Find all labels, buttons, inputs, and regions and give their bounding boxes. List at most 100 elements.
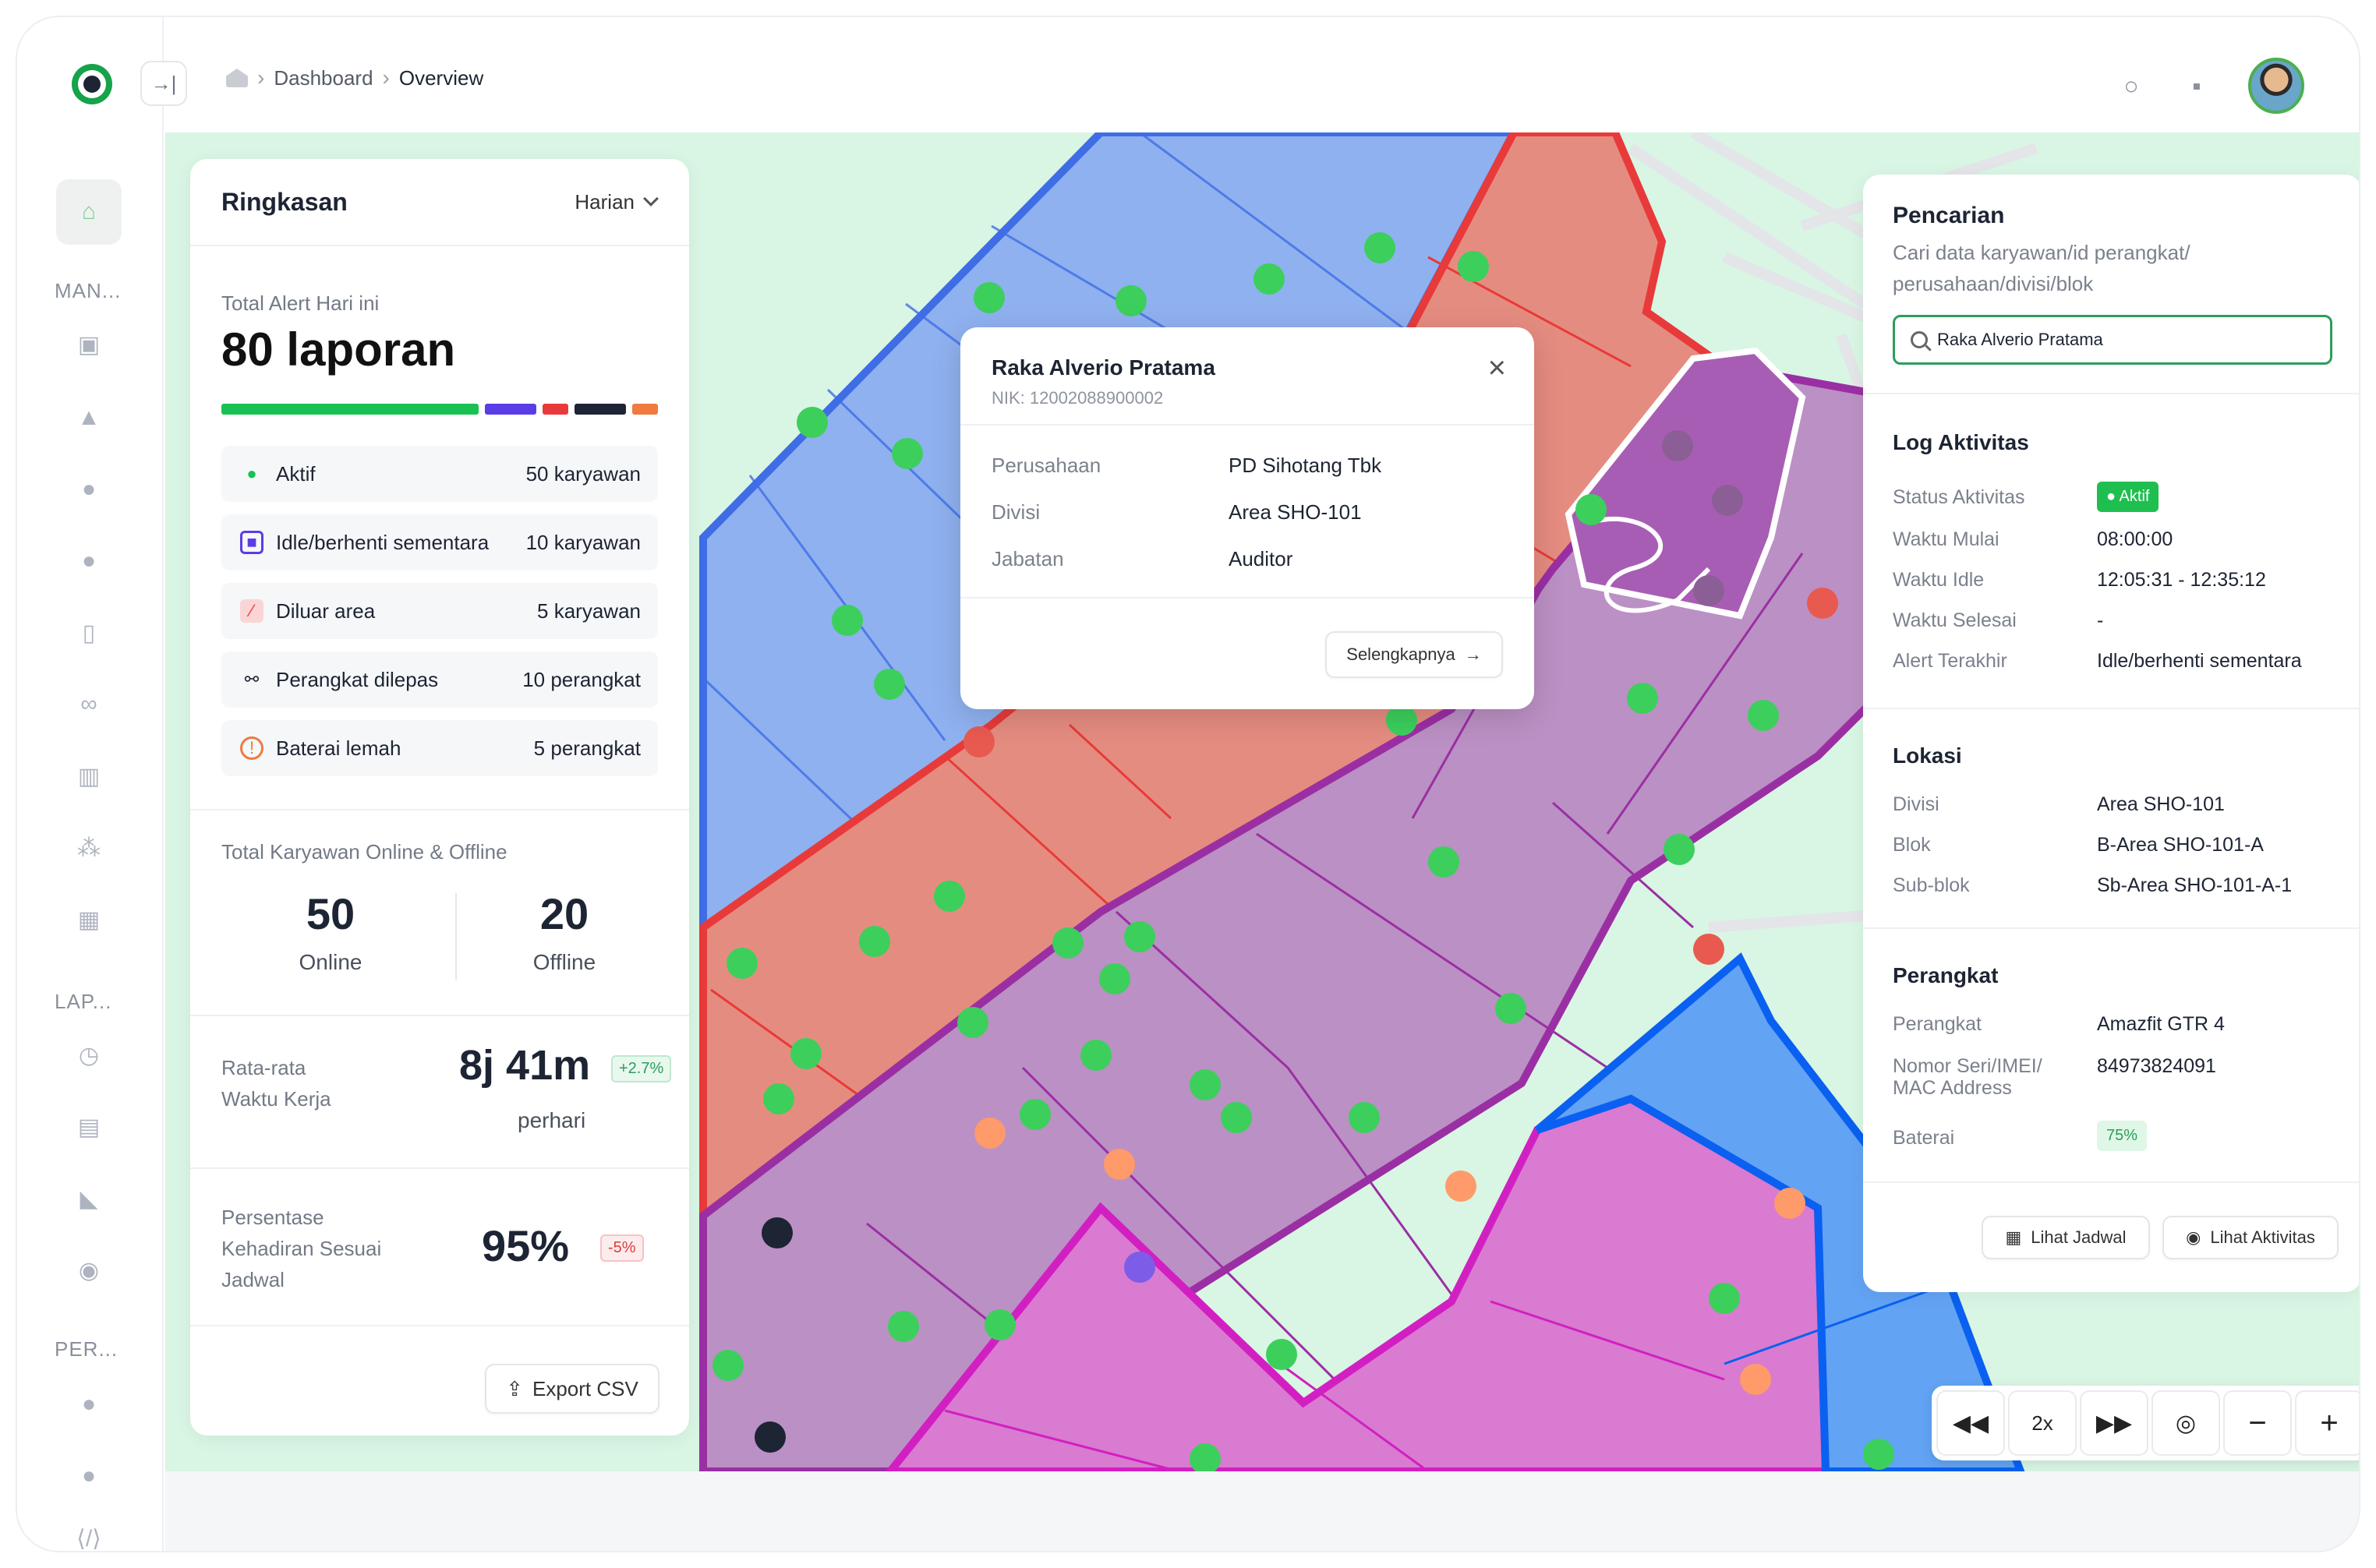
user-settings-icon[interactable]: ●: [81, 1391, 97, 1417]
employee-name: Raka Alverio Pratama: [992, 355, 1215, 380]
unlink-icon: ⚯: [244, 669, 260, 689]
kv-value: Area SHO-101: [2097, 793, 2225, 815]
collapse-sidebar-button[interactable]: →|: [140, 61, 187, 106]
see-more-button[interactable]: Selengkapnya →: [1325, 631, 1503, 678]
stat-active[interactable]: ● Aktif 50 karyawan: [221, 446, 658, 502]
view-activity-label: Lihat Aktivitas: [2210, 1227, 2315, 1247]
user-icon[interactable]: ●: [81, 1463, 97, 1489]
stat-value: 50 karyawan: [525, 461, 641, 486]
battery-low-icon: !: [240, 736, 263, 760]
home-icon[interactable]: ⌂: [56, 179, 122, 245]
kv-value: Amazfit GTR 4: [2097, 1013, 2225, 1035]
zoom-out-icon[interactable]: −: [2223, 1390, 2292, 1456]
work-unit: perhari: [518, 1108, 586, 1132]
summary-header: Ringkasan Harian: [190, 159, 689, 246]
bell-icon[interactable]: ▲: [77, 404, 101, 430]
clock-icon[interactable]: ◷: [78, 1042, 100, 1068]
attendance-value: 95%: [482, 1221, 570, 1270]
home-breadcrumb-icon[interactable]: [226, 69, 248, 87]
notification-icon[interactable]: ▪: [2192, 71, 2201, 100]
stat-out-of-area[interactable]: ⁄ Diluar area 5 karyawan: [221, 583, 658, 639]
network-icon[interactable]: ⁂: [77, 835, 101, 861]
row-value: PD Sihotang Tbk: [1229, 454, 1382, 477]
kv-key: Baterai: [1893, 1127, 1955, 1149]
stat-label: Baterai lemah: [276, 736, 401, 760]
export-csv-button[interactable]: ⇪ Export CSV: [485, 1364, 659, 1414]
user-avatar[interactable]: [2248, 58, 2304, 114]
search-desc-line: perusahaan/divisi/blok: [1893, 272, 2094, 295]
search-panel: Pencarian Cari data karyawan/id perangka…: [1863, 175, 2359, 1292]
user-active-icon: ●: [246, 464, 257, 483]
attendance-label: Persentase Kehadiran Sesuai Jadwal: [221, 1202, 381, 1295]
calendar-icon[interactable]: ▦: [77, 906, 101, 933]
work-time-label-line: Rata-rata: [221, 1056, 306, 1079]
kv-key: Perangkat: [1893, 1013, 1982, 1035]
divider: [1863, 1181, 2359, 1183]
row-value: Auditor: [1229, 547, 1293, 570]
alert-bar-segment: [575, 404, 626, 415]
divider: [1863, 393, 2359, 394]
divider: [190, 809, 689, 810]
employee-markers[interactable]: [712, 232, 1894, 1471]
online-count: 50: [306, 889, 355, 938]
kv-key: Waktu Idle: [1893, 569, 1985, 591]
alert-value: 80 laporan: [221, 323, 456, 376]
alert-bar-segment: [221, 404, 479, 415]
period-select[interactable]: Harian: [575, 190, 659, 214]
locate-icon[interactable]: ◎: [2151, 1390, 2220, 1456]
online-text: Online: [299, 950, 362, 974]
watch-icon[interactable]: ▯: [82, 620, 96, 646]
location-icon[interactable]: ◉: [78, 1257, 100, 1284]
search-input[interactable]: Raka Alverio Pratama: [1893, 315, 2332, 365]
stat-device-removed[interactable]: ⚯ Perangkat dilepas 10 perangkat: [221, 652, 658, 708]
popup-row-company: Perusahaan PD Sihotang Tbk: [992, 454, 1381, 478]
loc-block: Blok B-Area SHO-101-A: [1893, 834, 2345, 856]
dev-serial: Nomor Seri/IMEI/MAC Address 84973824091: [1893, 1055, 2345, 1099]
kv-key: MAC Address: [1893, 1077, 2012, 1099]
kv-value: Idle/berhenti sementara: [2097, 650, 2302, 672]
user-check-icon[interactable]: ●: [81, 476, 97, 502]
rewind-icon[interactable]: ◀◀: [1936, 1390, 2005, 1456]
code-icon[interactable]: ⟨/⟩: [76, 1525, 101, 1552]
offline-text: Offline: [532, 950, 596, 974]
activity-icon: ◉: [2186, 1227, 2201, 1247]
stat-low-battery[interactable]: ! Baterai lemah 5 perangkat: [221, 720, 658, 776]
speed-button[interactable]: 2x: [2008, 1390, 2077, 1456]
file-icon[interactable]: ▤: [77, 1114, 101, 1140]
stat-value: 10 karyawan: [525, 530, 641, 554]
briefcase-icon[interactable]: ▣: [77, 331, 101, 358]
close-icon[interactable]: ×: [1487, 351, 1506, 385]
work-time-label-line: Waktu Kerja: [221, 1087, 331, 1111]
offline-block: 20 Offline: [455, 888, 674, 975]
view-schedule-button[interactable]: ▦ Lihat Jadwal: [1982, 1216, 2150, 1259]
log-idle: Waktu Idle 12:05:31 - 12:35:12: [1893, 569, 2345, 592]
divider: [1863, 708, 2359, 709]
search-title: Pencarian: [1893, 203, 2005, 228]
link-icon[interactable]: ∞: [80, 691, 97, 717]
chart-icon[interactable]: ◣: [80, 1185, 98, 1212]
fast-forward-icon[interactable]: ▶▶: [2080, 1390, 2148, 1456]
stat-idle[interactable]: ■ Idle/berhenti sementara 10 karyawan: [221, 514, 658, 570]
device-title: Perangkat: [1893, 963, 1999, 987]
alert-distribution-bar: [221, 404, 658, 415]
divider: [190, 1167, 689, 1169]
breadcrumb-dashboard[interactable]: Dashboard: [274, 65, 373, 90]
app-logo[interactable]: [72, 64, 112, 104]
log-start: Waktu Mulai 08:00:00: [1893, 528, 2345, 551]
zoom-in-icon[interactable]: +: [2295, 1390, 2359, 1456]
search-desc: Cari data karyawan/id perangkat/ perusah…: [1893, 237, 2329, 299]
summary-panel: Ringkasan Harian Total Alert Hari ini 80…: [190, 159, 689, 1436]
users-icon[interactable]: ●: [81, 548, 97, 574]
row-key: Perusahaan: [992, 454, 1101, 477]
sidebar-section-settings: PER...: [55, 1337, 118, 1361]
stat-value: 5 karyawan: [537, 599, 641, 623]
view-activity-button[interactable]: ◉ Lihat Aktivitas: [2162, 1216, 2339, 1259]
map-controls: ◀◀ 2x ▶▶ ◎ − +: [1932, 1386, 2359, 1460]
divider: [455, 893, 457, 980]
barcode-icon[interactable]: ▥: [77, 763, 101, 789]
stat-value: 10 perangkat: [522, 667, 641, 691]
divider: [190, 1325, 689, 1326]
top-actions: ○ ▪: [2117, 58, 2304, 114]
row-key: Divisi: [992, 500, 1041, 524]
search-icon[interactable]: ○: [2123, 71, 2139, 100]
